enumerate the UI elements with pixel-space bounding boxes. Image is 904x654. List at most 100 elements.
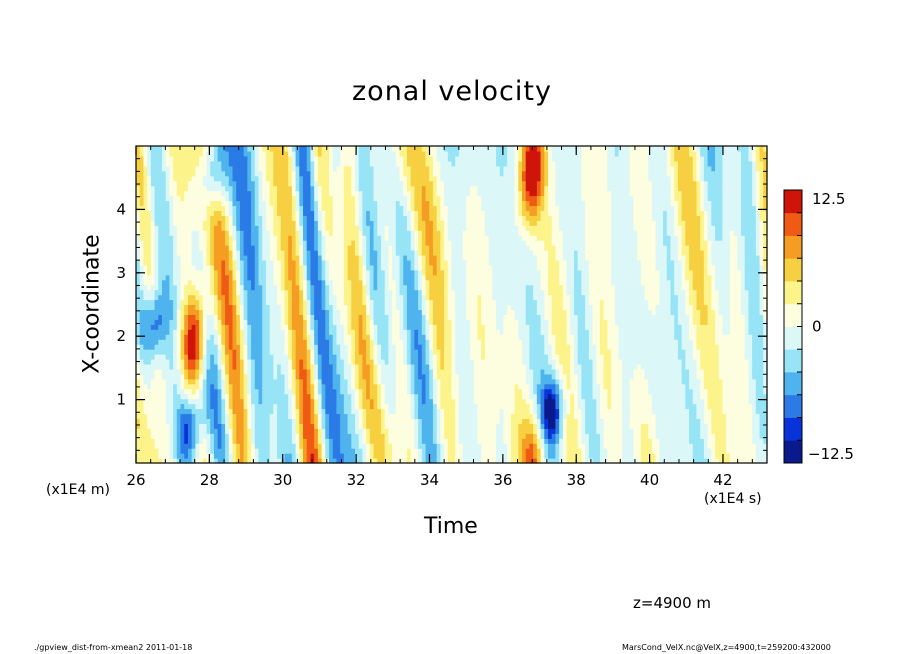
heatmap-cell (332, 354, 338, 360)
heatmap-cell (180, 334, 185, 340)
heatmap-cell (232, 423, 237, 429)
heatmap-cell (180, 418, 185, 424)
heatmap-cell (421, 245, 427, 251)
heatmap-cell (332, 388, 338, 395)
heatmap-cell (403, 269, 408, 276)
heatmap-cell (362, 319, 367, 325)
heatmap-cell (247, 378, 252, 385)
heatmap-cell (247, 230, 252, 236)
heatmap-cell (377, 240, 382, 246)
heatmap-cell (299, 354, 304, 360)
heatmap-cell (180, 363, 185, 370)
heatmap-cell (262, 383, 267, 390)
heatmap-cell (150, 428, 156, 434)
heatmap-cell (232, 339, 237, 345)
heatmap-cell (232, 235, 237, 241)
heatmap-cell (228, 294, 234, 301)
heatmap-cell (406, 438, 412, 444)
heatmap-cell (288, 146, 293, 152)
heatmap-cell (388, 413, 393, 420)
heatmap-cell (251, 294, 256, 301)
heatmap-cell (321, 210, 326, 216)
heatmap-cell (202, 339, 208, 345)
heatmap-cell (217, 453, 222, 459)
heatmap-cell (295, 373, 300, 380)
heatmap-cell (351, 254, 356, 261)
heatmap-cell (362, 309, 367, 315)
heatmap-cell (269, 314, 274, 320)
heatmap-cell (236, 344, 241, 350)
heatmap-cell (414, 443, 419, 449)
heatmap-cell (195, 220, 200, 226)
heatmap-cell (199, 388, 204, 395)
heatmap-cell (202, 240, 208, 246)
heatmap-cell (321, 304, 326, 311)
heatmap-cell (403, 448, 408, 454)
heatmap-cell (291, 146, 297, 152)
heatmap-cell (321, 146, 326, 152)
heatmap-cell (180, 408, 185, 415)
heatmap-cell (306, 373, 312, 380)
heatmap-cell (354, 299, 360, 306)
heatmap-cell (161, 324, 167, 330)
heatmap-cell (373, 215, 378, 221)
heatmap-cell (340, 175, 345, 182)
heatmap-cell (351, 245, 356, 251)
heatmap-cell (277, 388, 282, 395)
heatmap-cell (340, 146, 345, 152)
heatmap-cell (165, 393, 170, 400)
heatmap-cell (406, 180, 412, 187)
heatmap-cell (291, 274, 297, 281)
heatmap-cell (269, 289, 274, 296)
heatmap-cell (284, 344, 289, 350)
heatmap-cell (136, 294, 141, 301)
heatmap-cell (254, 264, 260, 271)
heatmap-cell (291, 230, 297, 236)
heatmap-cell (336, 230, 341, 236)
heatmap-cell (158, 254, 163, 261)
heatmap-cell (173, 418, 178, 424)
heatmap-cell (358, 294, 364, 301)
heatmap-cell (288, 230, 293, 236)
heatmap-cell (239, 220, 245, 226)
heatmap-cell (173, 334, 178, 340)
heatmap-cell (251, 180, 256, 187)
heatmap-cell (239, 329, 245, 335)
heatmap-cell (262, 190, 267, 197)
heatmap-cell (262, 388, 267, 395)
heatmap-cell (384, 180, 389, 187)
heatmap-cell (299, 150, 304, 157)
heatmap-cell (236, 160, 241, 167)
heatmap-cell (399, 155, 404, 162)
heatmap-cell (418, 220, 423, 226)
heatmap-cell (299, 185, 304, 192)
heatmap-cell (147, 146, 152, 152)
heatmap-cell (388, 448, 393, 454)
heatmap-cell (373, 339, 378, 345)
heatmap-cell (406, 284, 412, 291)
heatmap-cell (195, 259, 200, 266)
heatmap-cell (295, 294, 300, 301)
heatmap-cell (243, 175, 248, 182)
heatmap-cell (299, 458, 304, 464)
heatmap-cell (321, 200, 326, 207)
heatmap-cell (340, 428, 345, 434)
heatmap-cell (343, 240, 349, 246)
heatmap-cell (195, 155, 200, 162)
heatmap-cell (158, 279, 163, 286)
heatmap-cell (310, 423, 315, 429)
heatmap-cell (380, 200, 386, 207)
heatmap-cell (310, 274, 315, 281)
heatmap-cell (288, 175, 293, 182)
heatmap-cell (325, 393, 330, 400)
heatmap-cell (143, 200, 148, 207)
heatmap-cell (269, 235, 274, 241)
heatmap-cell (362, 294, 367, 301)
heatmap-cell (169, 150, 174, 157)
heatmap-cell (410, 220, 415, 226)
heatmap-cell (299, 190, 304, 197)
heatmap-cell (418, 334, 423, 340)
heatmap-cell (206, 250, 211, 256)
heatmap-cell (262, 418, 267, 424)
heatmap-cell (377, 299, 382, 306)
